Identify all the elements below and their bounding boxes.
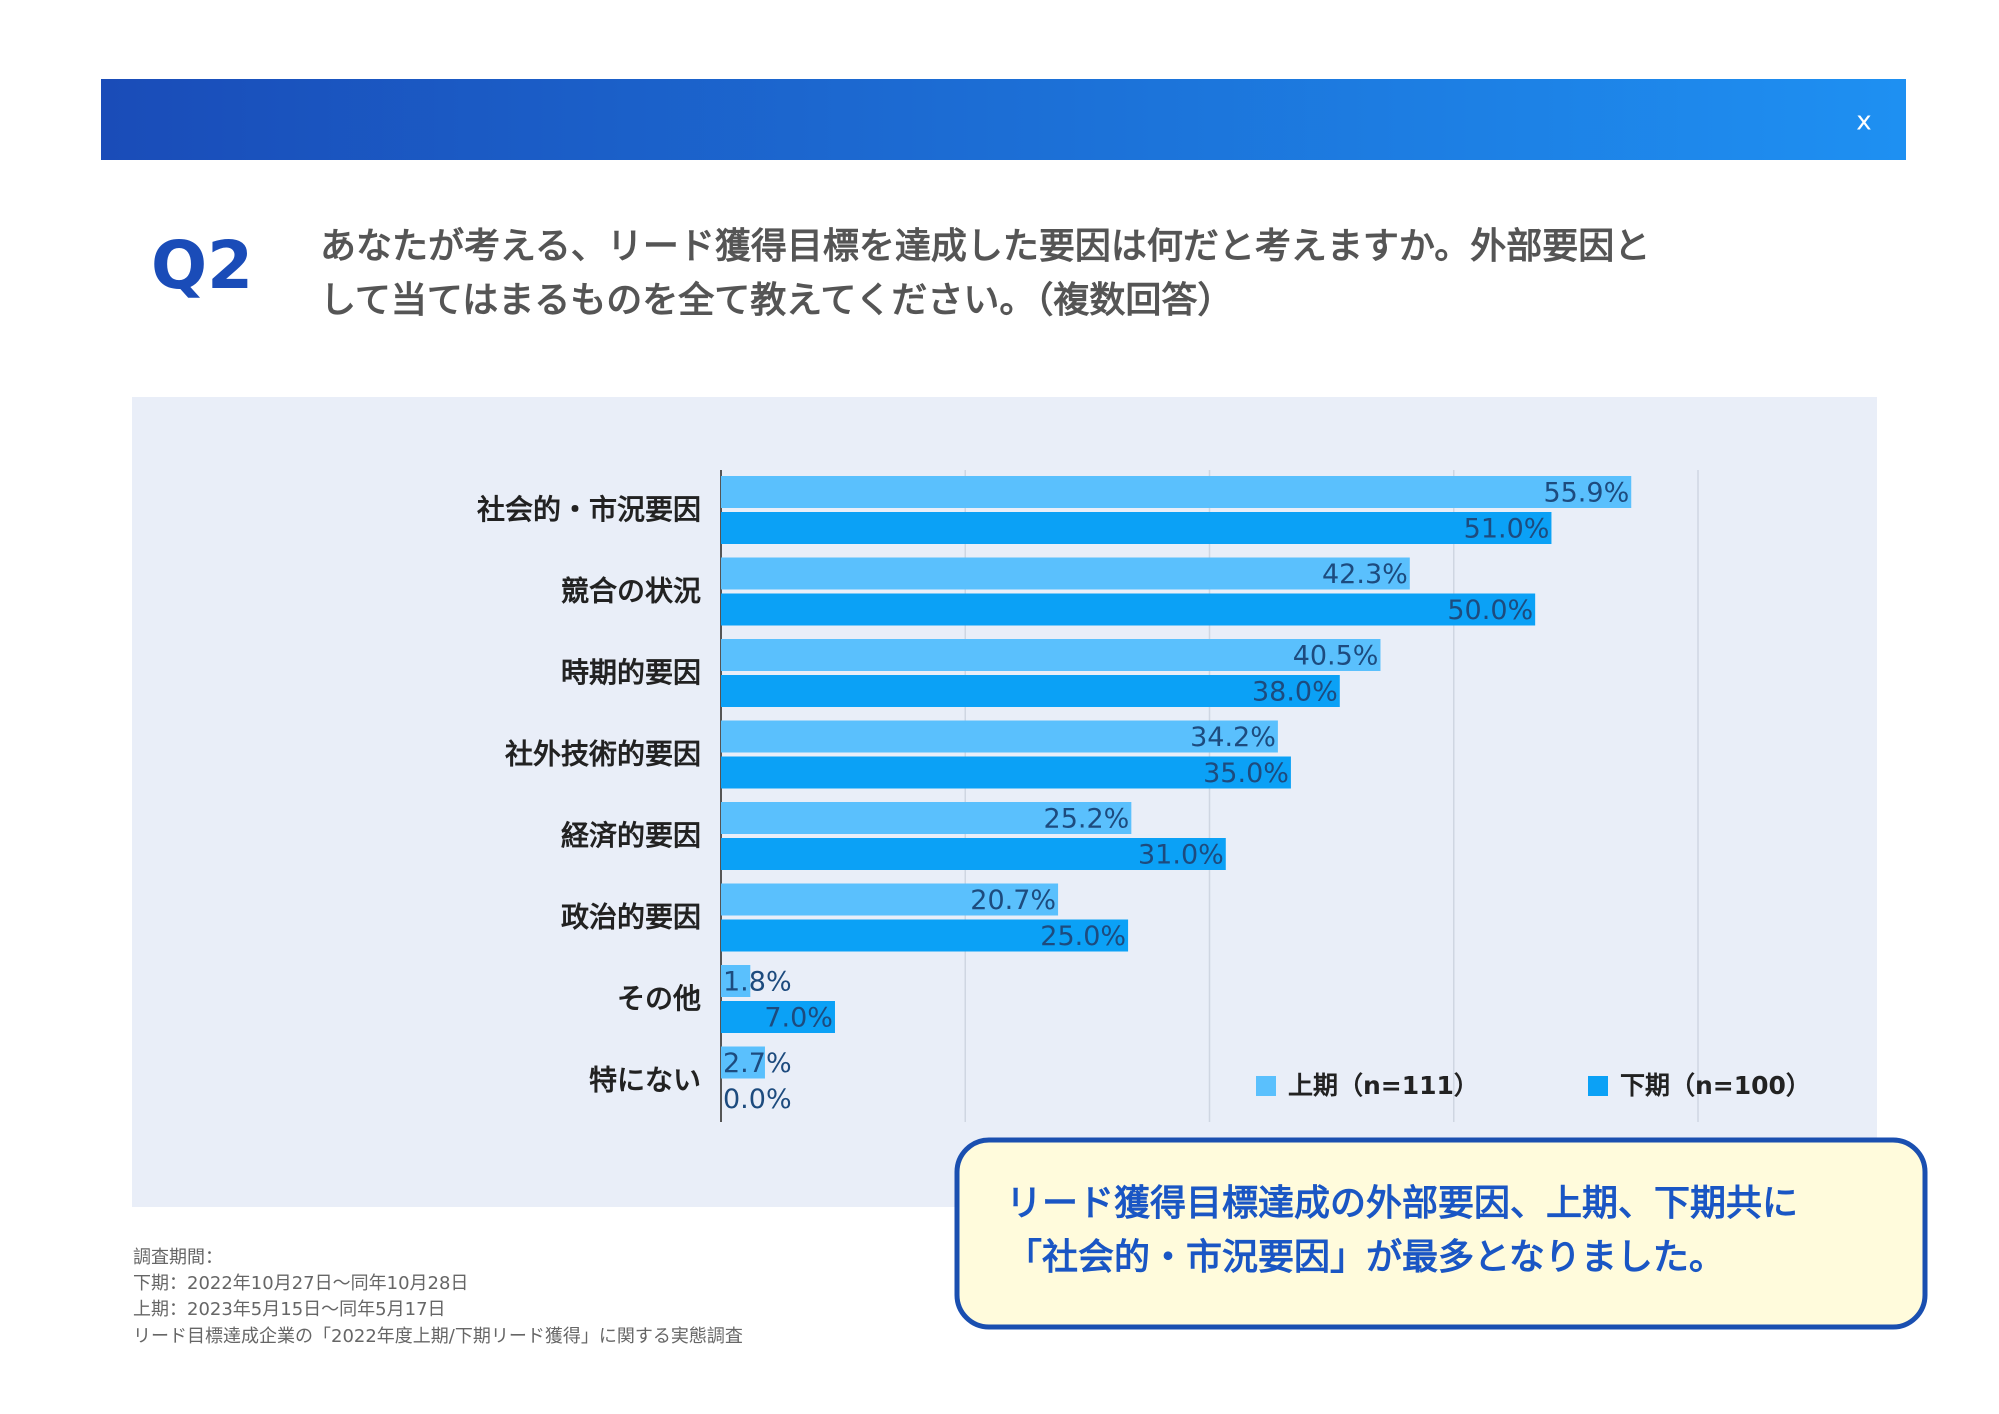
y-tick-label: その他 (617, 982, 701, 1015)
value-label: 2.7% (723, 1048, 792, 1079)
value-label: 25.2% (1044, 804, 1130, 835)
y-tick-label: 政治的要因 (561, 900, 701, 933)
value-label: 7.0% (764, 1003, 833, 1034)
value-label: 40.5% (1293, 641, 1379, 672)
value-label: 50.0% (1447, 595, 1533, 626)
callout-text: 「社会的・市況要因」が最多となりました。 (1006, 1237, 1725, 1278)
value-label: 51.0% (1464, 514, 1550, 545)
bar (721, 802, 1132, 834)
y-tick-label: 競合の状況 (561, 574, 701, 607)
bar (721, 593, 1536, 626)
bar (721, 1046, 765, 1079)
y-tick-label: 経済的要因 (561, 819, 701, 852)
question-label: Q2 (151, 227, 253, 304)
bar (721, 675, 1340, 707)
y-tick-label: 社会的・市況要因 (477, 493, 701, 526)
y-tick-label: 社外技術的要因 (505, 737, 701, 770)
footnote: リード目標達成企業の「2022年度上期/下期リード獲得」に関する実態調査 (133, 1326, 743, 1347)
bar (721, 557, 1410, 590)
question-text: して当てはまるものを全て教えてください。（複数回答） (320, 279, 1233, 321)
callout-text: リード獲得目標達成の外部要因、上期、下期共に (1006, 1183, 1798, 1224)
y-tick-label: 時期的要因 (561, 656, 701, 689)
footnote: 上期：2023年5月15日〜同年5月17日 (133, 1299, 446, 1320)
value-label: 34.2% (1190, 722, 1276, 753)
value-label: 20.7% (970, 885, 1056, 916)
bar (721, 639, 1381, 671)
footnote: 調査期間： (133, 1247, 223, 1268)
bar (721, 965, 751, 997)
bar (721, 883, 1059, 916)
close-button[interactable]: x (1856, 107, 1871, 137)
value-label: 31.0% (1138, 840, 1224, 871)
bar (721, 476, 1632, 508)
legend-swatch (1588, 1076, 1608, 1096)
value-label: 55.9% (1543, 478, 1629, 509)
value-label: 38.0% (1252, 677, 1338, 708)
chart: 社会的・市況要因 55.9% 51.0% 競合の状況 42.3% 50.0% 時期的要因 40… (477, 470, 1811, 1122)
y-tick-label: 特にない (589, 1063, 701, 1096)
value-label: 0.0% (723, 1084, 792, 1115)
value-label: 1.8% (723, 967, 792, 998)
bar (721, 838, 1226, 870)
value-label: 35.0% (1203, 758, 1289, 789)
legend-label: 上期（n=111） (1288, 1071, 1479, 1100)
question-text: あなたが考える、リード獲得目標を達成した要因は何だと考えますか。外部要因と (320, 226, 1650, 267)
bar (721, 512, 1552, 544)
legend-swatch (1256, 1076, 1276, 1096)
bar (721, 1001, 835, 1033)
bar (721, 756, 1291, 789)
bar (721, 720, 1278, 753)
footnote: 下期：2022年10月27日〜同年10月28日 (133, 1273, 468, 1294)
legend-label: 下期（n=100） (1620, 1071, 1811, 1100)
callout-box (954, 1137, 1928, 1330)
value-label: 42.3% (1322, 559, 1408, 590)
header-bar (101, 79, 1906, 160)
bar (721, 919, 1129, 952)
value-label: 25.0% (1040, 921, 1126, 952)
